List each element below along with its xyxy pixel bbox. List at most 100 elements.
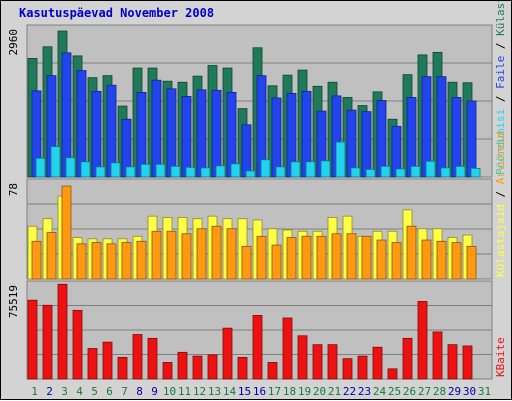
bar <box>267 362 278 380</box>
bar <box>275 166 286 178</box>
bar <box>42 304 53 380</box>
x-tick-label: 25 <box>388 385 401 398</box>
bar <box>451 242 462 280</box>
bar <box>391 242 402 280</box>
x-tick-label: 27 <box>418 385 431 398</box>
bar <box>46 232 57 280</box>
x-tick-label: 5 <box>91 385 98 398</box>
bar <box>331 233 342 280</box>
bar <box>211 89 222 178</box>
x-tick-label: 28 <box>433 385 446 398</box>
bar <box>466 100 477 178</box>
bar <box>376 100 387 178</box>
bar <box>50 146 61 178</box>
bar <box>466 245 477 280</box>
x-tick-label: 14 <box>223 385 237 398</box>
bar <box>140 163 151 178</box>
legend-separator: / <box>494 184 507 204</box>
bar <box>316 235 327 280</box>
bar <box>376 239 387 280</box>
bar <box>207 354 218 380</box>
x-tick-label: 13 <box>208 385 221 398</box>
bar <box>102 341 113 380</box>
bar <box>470 167 481 178</box>
bar <box>440 167 451 178</box>
x-tick-label: 31 <box>478 385 491 398</box>
bar <box>462 345 473 380</box>
bar <box>436 76 447 178</box>
legend-separator: / <box>494 36 507 56</box>
bar <box>256 235 267 280</box>
legend-entry: Külastatud <box>494 1 507 36</box>
legend-entry: Arvuteid <box>494 131 507 184</box>
legend-separator: / <box>494 89 507 109</box>
bar <box>335 141 346 178</box>
bar <box>80 161 91 178</box>
bar <box>215 165 226 178</box>
bar <box>241 245 252 280</box>
y-tick-label: 2960 <box>7 29 20 56</box>
legend-entry: KBaite <box>494 337 507 377</box>
bar <box>237 356 248 380</box>
bar <box>357 355 368 380</box>
x-tick-label: 12 <box>193 385 206 398</box>
bar <box>76 243 87 280</box>
x-tick-label: 15 <box>238 385 251 398</box>
bar <box>95 166 106 178</box>
panel-middle: 78 <box>7 178 493 280</box>
bar <box>252 315 263 380</box>
bar <box>76 70 87 178</box>
x-tick-label: 9 <box>151 385 158 398</box>
legend-entry: Faile <box>494 56 507 89</box>
bar <box>361 235 372 280</box>
bar <box>211 225 222 280</box>
bar <box>57 283 68 380</box>
bar <box>155 163 166 178</box>
x-tick-label: 11 <box>178 385 191 398</box>
bar <box>181 233 192 280</box>
bar <box>65 157 76 178</box>
bar <box>245 170 256 178</box>
bar <box>72 309 83 380</box>
x-tick-label: 6 <box>106 385 113 398</box>
bar <box>436 240 447 280</box>
bar <box>425 160 436 178</box>
bar <box>185 166 196 178</box>
bar <box>181 96 192 178</box>
x-tick-label: 29 <box>448 385 461 398</box>
bar <box>305 161 316 178</box>
series-Pöördumisi <box>35 141 481 178</box>
bar <box>166 88 177 178</box>
bar <box>365 168 376 178</box>
bar <box>421 239 432 280</box>
x-tick-label: 8 <box>136 385 143 398</box>
bar <box>222 327 233 380</box>
bar <box>241 124 252 178</box>
x-tick-label: 20 <box>313 385 326 398</box>
y-tick-label: 78 <box>7 183 20 196</box>
bar <box>162 362 173 380</box>
x-tick-label: 21 <box>328 385 341 398</box>
bar <box>406 225 417 280</box>
bar <box>87 348 98 380</box>
bar <box>61 185 72 280</box>
bar <box>147 337 158 380</box>
bar <box>451 97 462 178</box>
bar <box>35 157 46 178</box>
x-tick-label: 7 <box>121 385 128 398</box>
chart-legend: Pöördumisi / Faile / KülastatudKülastaja… <box>494 1 507 377</box>
bar <box>342 358 353 380</box>
bar <box>121 242 132 280</box>
bar <box>91 242 102 280</box>
bar <box>91 90 102 178</box>
bar <box>282 317 293 380</box>
bar <box>110 162 121 178</box>
bar <box>395 168 406 178</box>
x-tick-label: 3 <box>61 385 68 398</box>
bar <box>271 97 282 178</box>
bar <box>31 240 42 280</box>
x-tick-label: 18 <box>283 385 296 398</box>
series-Arvuteid <box>31 185 477 280</box>
